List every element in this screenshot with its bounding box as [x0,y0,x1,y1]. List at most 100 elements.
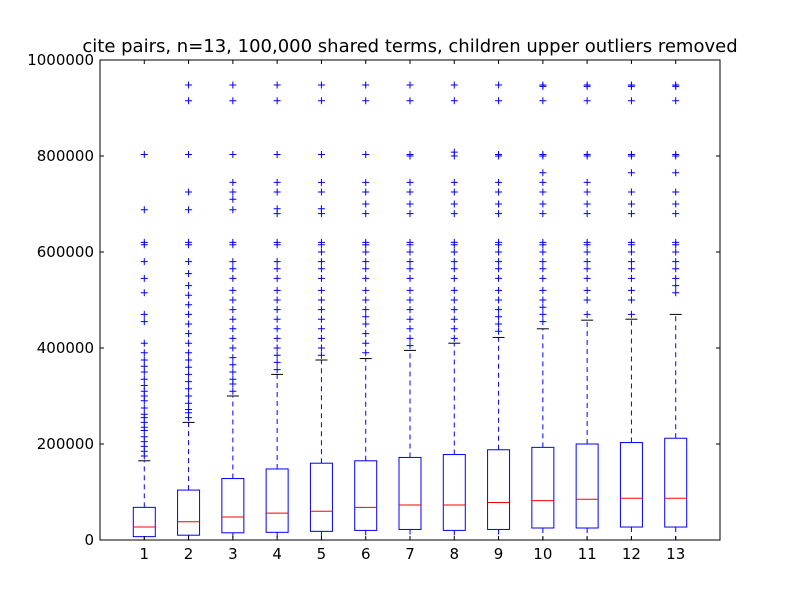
flier-marker [362,210,370,218]
flier-marker [185,370,193,378]
flier-marker [317,151,325,159]
flier-marker [583,238,591,246]
flier-marker [406,315,414,323]
flier-marker [229,195,237,203]
flier-marker [273,151,281,159]
flier-marker [140,258,148,266]
flier-marker [495,258,503,266]
flier-marker [539,296,547,304]
flier-marker [229,387,237,395]
flier-marker [185,356,193,364]
iqr-box [221,478,245,534]
flier-marker [185,282,193,290]
x-tick-label: 10 [533,545,552,563]
flier-marker [495,265,503,273]
box-group-3 [221,81,245,541]
flier-marker [495,200,503,208]
x-tick-label: 1 [140,545,150,563]
flier-marker [362,238,370,246]
plot-marks [132,81,688,541]
x-tick-label: 12 [622,545,641,563]
flier-marker [672,248,680,256]
flier-marker [317,265,325,273]
flier-marker [229,258,237,266]
flier-marker [185,291,193,299]
flier-marker [583,178,591,186]
flier-marker [406,325,414,333]
iqr-box [575,443,599,529]
flier-marker [362,258,370,266]
flier-marker [362,313,370,321]
flier-marker [406,334,414,342]
flier-marker [185,320,193,328]
flier-marker [406,151,414,159]
flier-marker [229,325,237,333]
flier-marker [450,325,458,333]
iqr-box [177,489,201,536]
x-tick-label: 6 [361,545,371,563]
flier-marker [273,205,281,213]
flier-marker [627,210,635,218]
flier-marker [539,210,547,218]
flier-marker [317,238,325,246]
flier-marker [627,274,635,282]
x-tick-label: 4 [272,545,282,563]
flier-marker [362,349,370,357]
flier-marker [583,258,591,266]
flier-marker [273,274,281,282]
flier-marker [185,81,193,89]
x-tick-label: 13 [666,545,685,563]
box-group-1 [132,151,156,541]
flier-marker [140,289,148,297]
x-tick-label: 3 [228,545,238,563]
flier-marker [672,81,680,89]
flier-marker [406,238,414,246]
x-tick-label: 9 [494,545,504,563]
flier-marker [317,344,325,352]
box-group-2 [177,81,201,541]
chart-title: cite pairs, n=13, 100,000 shared terms, … [82,36,737,57]
x-tick-label: 11 [578,545,597,563]
flier-marker [406,306,414,314]
flier-marker [140,362,148,370]
flier-marker [495,274,503,282]
flier-marker [450,265,458,273]
box-group-11 [575,81,599,541]
flier-marker [362,151,370,159]
flier-marker [583,210,591,218]
iqr-box [619,442,643,528]
flier-marker [185,97,193,105]
flier-marker [362,97,370,105]
flier-marker [450,148,458,156]
flier-marker [406,248,414,256]
flier-marker [672,200,680,208]
flier-marker [273,358,281,366]
flier-marker [362,330,370,338]
flier-marker [406,258,414,266]
flier-marker [140,310,148,318]
box-group-13 [664,81,688,541]
iqr-box [309,462,333,532]
flier-marker [273,344,281,352]
flier-marker [627,265,635,273]
flier-marker [317,97,325,105]
flier-marker [583,296,591,304]
flier-marker [627,310,635,318]
flier-marker [185,349,193,357]
flier-marker [317,205,325,213]
flier-marker [273,265,281,273]
flier-marker [539,248,547,256]
iqr-box [531,446,555,529]
x-tick-label: 8 [450,545,460,563]
x-tick-label: 7 [405,545,415,563]
flier-marker [627,248,635,256]
flier-marker [450,286,458,294]
iqr-box [487,449,511,530]
flier-marker [229,274,237,282]
flier-marker [140,206,148,214]
flier-marker [406,97,414,105]
flier-marker [495,178,503,186]
flier-marker [273,325,281,333]
flier-marker [229,81,237,89]
